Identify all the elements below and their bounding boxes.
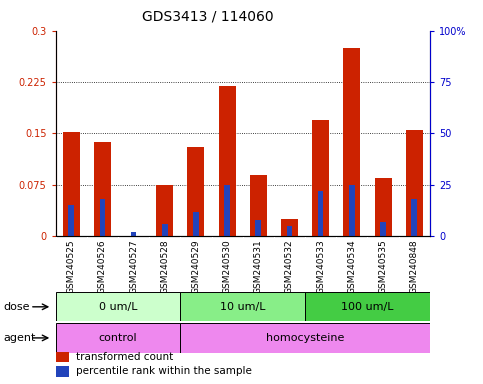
- Bar: [156, 185, 173, 236]
- Bar: [187, 147, 204, 236]
- Bar: [380, 222, 386, 236]
- Bar: [349, 185, 355, 236]
- Text: GSM240848: GSM240848: [410, 239, 419, 294]
- Bar: [343, 48, 360, 236]
- Bar: [180, 323, 430, 353]
- Bar: [180, 292, 305, 321]
- Bar: [56, 323, 180, 353]
- Bar: [406, 130, 423, 236]
- Text: GSM240526: GSM240526: [98, 239, 107, 294]
- Text: GSM240529: GSM240529: [191, 239, 200, 294]
- Text: GSM240530: GSM240530: [223, 239, 232, 294]
- Text: GSM240533: GSM240533: [316, 239, 325, 294]
- Bar: [162, 224, 168, 236]
- Text: GSM240525: GSM240525: [67, 239, 76, 294]
- Bar: [56, 292, 180, 321]
- Bar: [412, 199, 417, 236]
- Text: transformed count: transformed count: [76, 352, 173, 362]
- Bar: [374, 178, 392, 236]
- Bar: [305, 292, 430, 321]
- Bar: [312, 120, 329, 236]
- Text: GSM240528: GSM240528: [160, 239, 169, 294]
- Text: homocysteine: homocysteine: [266, 333, 344, 343]
- Bar: [56, 366, 69, 377]
- Bar: [318, 191, 324, 236]
- Text: GDS3413 / 114060: GDS3413 / 114060: [142, 10, 273, 23]
- Text: GSM240527: GSM240527: [129, 239, 138, 294]
- Bar: [63, 132, 80, 236]
- Text: control: control: [99, 333, 137, 343]
- Text: percentile rank within the sample: percentile rank within the sample: [76, 366, 252, 376]
- Bar: [193, 212, 199, 236]
- Bar: [56, 352, 69, 362]
- Bar: [224, 185, 230, 236]
- Bar: [131, 232, 136, 236]
- Bar: [287, 226, 292, 236]
- Bar: [99, 199, 105, 236]
- Bar: [281, 219, 298, 236]
- Bar: [250, 174, 267, 236]
- Text: 100 um/L: 100 um/L: [341, 302, 394, 312]
- Text: GSM240534: GSM240534: [347, 239, 356, 294]
- Text: dose: dose: [4, 302, 30, 312]
- Text: 10 um/L: 10 um/L: [220, 302, 266, 312]
- Text: GSM240535: GSM240535: [379, 239, 387, 294]
- Text: GSM240531: GSM240531: [254, 239, 263, 294]
- Bar: [94, 142, 111, 236]
- Text: 0 um/L: 0 um/L: [99, 302, 137, 312]
- Bar: [68, 205, 74, 236]
- Text: agent: agent: [4, 333, 36, 343]
- Text: GSM240532: GSM240532: [285, 239, 294, 294]
- Bar: [256, 220, 261, 236]
- Bar: [218, 86, 236, 236]
